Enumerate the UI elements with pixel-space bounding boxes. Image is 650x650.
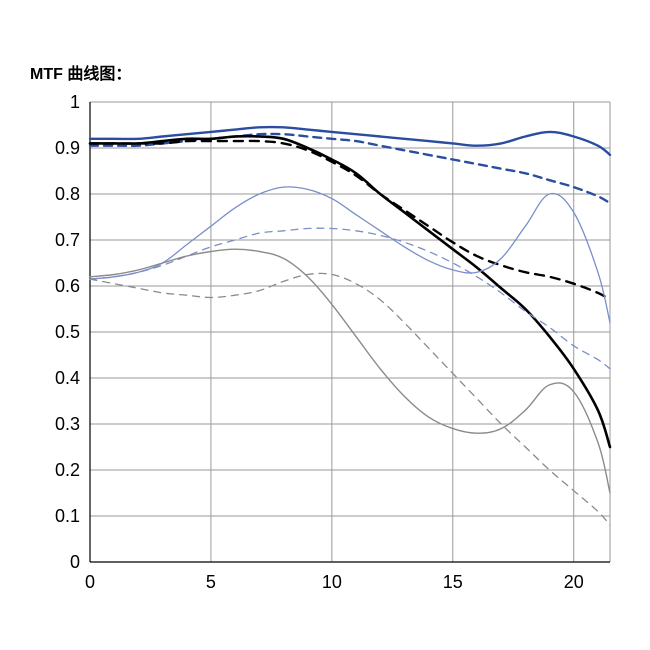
y-tick-label: 0.4	[55, 368, 80, 388]
y-tick-label: 0.8	[55, 184, 80, 204]
chart-title: MTF 曲线图：	[30, 60, 131, 84]
y-tick-label: 0.5	[55, 322, 80, 342]
y-tick-label: 0.6	[55, 276, 80, 296]
y-tick-label: 0.7	[55, 230, 80, 250]
y-tick-label: 0.2	[55, 460, 80, 480]
x-tick-label: 20	[564, 572, 584, 592]
x-tick-label: 5	[206, 572, 216, 592]
x-tick-label: 0	[85, 572, 95, 592]
y-tick-label: 0.1	[55, 506, 80, 526]
y-tick-label: 0.9	[55, 138, 80, 158]
mtf-chart: 00.10.20.30.40.50.60.70.80.9105101520	[30, 92, 620, 602]
y-tick-label: 0	[70, 552, 80, 572]
x-tick-label: 15	[443, 572, 463, 592]
y-tick-label: 1	[70, 92, 80, 112]
x-tick-label: 10	[322, 572, 342, 592]
y-tick-label: 0.3	[55, 414, 80, 434]
